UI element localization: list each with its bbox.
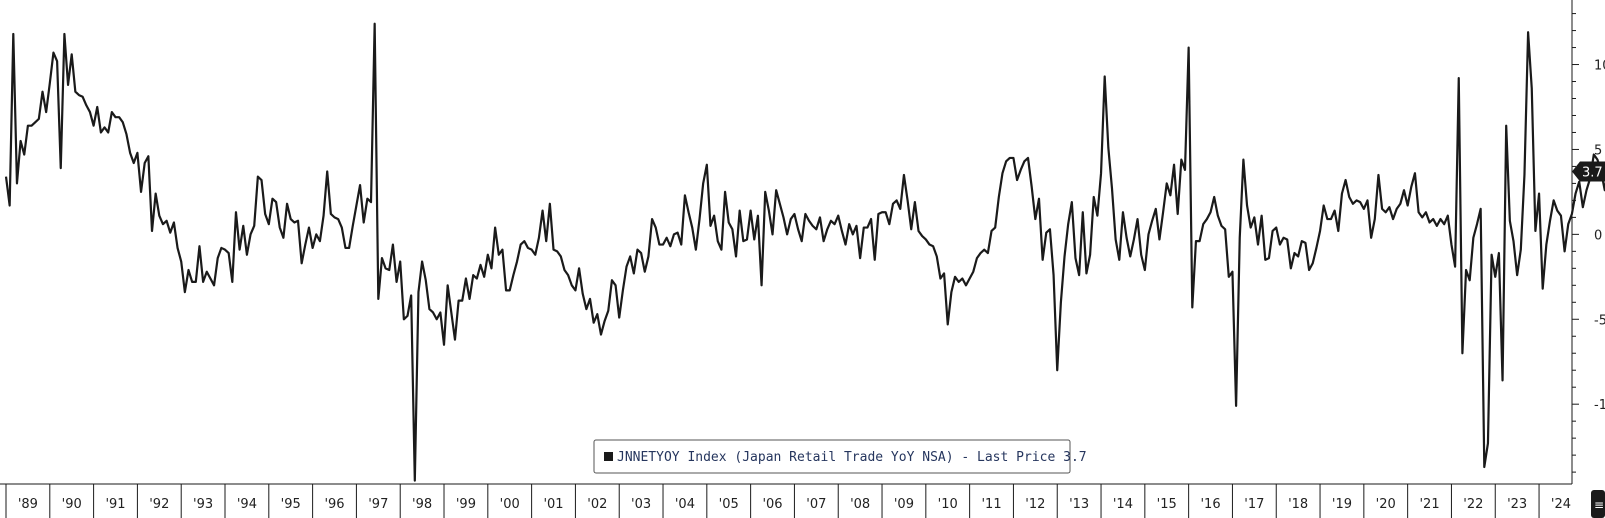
x-tick-label: '17 — [1244, 497, 1264, 512]
last-price-label: 3.7 — [1582, 166, 1603, 181]
x-tick-label: '13 — [1069, 497, 1089, 512]
x-tick-label: '90 — [62, 497, 82, 512]
y-tick-label: 10 — [1594, 59, 1605, 74]
last-price-tag — [1572, 161, 1605, 182]
x-tick-label: '97 — [368, 497, 388, 512]
y-axis: 10 5 0 -5 -10 — [1571, 0, 1605, 484]
x-tick-label: '14 — [1113, 497, 1133, 512]
y-tick-label: 0 — [1594, 228, 1602, 243]
x-tick-label: '18 — [1288, 497, 1308, 512]
legend: JNNETYOY Index (Japan Retail Trade YoY N… — [593, 439, 1087, 474]
x-tick-label: '03 — [631, 497, 651, 512]
last-price-marker: 3.7 — [1572, 161, 1605, 182]
y-tick-label: -10 — [1594, 398, 1605, 413]
x-tick-label: '20 — [1376, 497, 1396, 512]
x-tick-label: '05 — [719, 497, 739, 512]
x-tick-label: '19 — [1332, 497, 1352, 512]
x-tick-label: '10 — [938, 497, 958, 512]
y-tick-label: -5 — [1594, 313, 1605, 328]
x-tick-label: '12 — [1025, 497, 1045, 512]
series-line — [4, 22, 1605, 482]
x-tick-label: '07 — [806, 497, 826, 512]
legend-box — [593, 439, 1071, 474]
corner-button-icon: ≡ — [1594, 498, 1604, 512]
x-tick-label: '08 — [850, 497, 870, 512]
x-tick-label: '96 — [324, 497, 344, 512]
legend-text: JNNETYOY Index (Japan Retail Trade YoY N… — [617, 450, 1087, 465]
x-tick-label: '91 — [105, 497, 125, 512]
x-tick-label: '95 — [281, 497, 301, 512]
x-tick-label: '92 — [149, 497, 169, 512]
x-tick-label: '02 — [587, 497, 607, 512]
x-tick-label: '98 — [412, 497, 432, 512]
legend-swatch — [604, 452, 613, 461]
x-axis: '89 '90 '91 '92 '93 '94 '95 '96 '97 '98 '99 '00 '01 '… — [0, 483, 1572, 518]
x-tick-label: '15 — [1157, 497, 1177, 512]
x-tick-label: '00 — [500, 497, 520, 512]
corner-button[interactable]: ≡ — [1591, 490, 1605, 518]
x-tick-label: '16 — [1200, 497, 1220, 512]
x-tick-label: '21 — [1419, 497, 1439, 512]
x-tick-label: '93 — [193, 497, 213, 512]
x-tick-label: '23 — [1507, 497, 1527, 512]
x-tick-label: '89 — [18, 497, 38, 512]
y-tick-label: 5 — [1594, 143, 1602, 158]
x-tick-label: '09 — [894, 497, 914, 512]
x-tick-label: '01 — [543, 497, 563, 512]
x-tick-label: '22 — [1463, 497, 1483, 512]
x-tick-label: '24 — [1551, 497, 1571, 512]
x-tick-label: '06 — [762, 497, 782, 512]
series-group — [4, 22, 1605, 482]
x-tick-label: '94 — [237, 497, 257, 512]
x-tick-label: '99 — [456, 497, 476, 512]
x-tick-label: '04 — [675, 497, 695, 512]
x-tick-label: '11 — [981, 497, 1001, 512]
